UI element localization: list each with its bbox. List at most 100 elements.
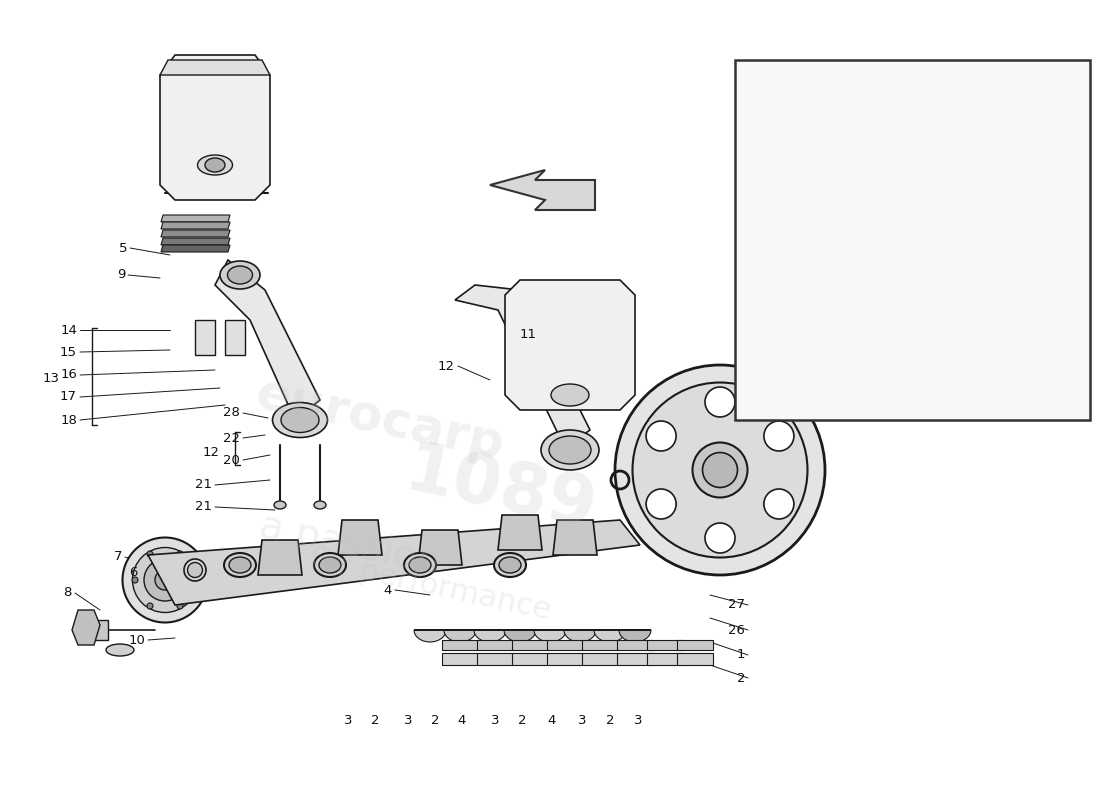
Ellipse shape <box>224 553 256 577</box>
Ellipse shape <box>541 430 600 470</box>
Text: 7: 7 <box>113 550 122 563</box>
Polygon shape <box>477 640 513 650</box>
Text: 2: 2 <box>371 714 380 726</box>
Ellipse shape <box>693 442 748 498</box>
Text: 12: 12 <box>438 359 455 373</box>
Polygon shape <box>534 630 566 642</box>
Text: 9: 9 <box>117 269 125 282</box>
Text: 2: 2 <box>737 671 745 685</box>
Ellipse shape <box>229 557 251 573</box>
Polygon shape <box>594 630 626 642</box>
Ellipse shape <box>144 559 186 601</box>
Polygon shape <box>72 610 100 645</box>
Text: 1089: 1089 <box>398 437 602 543</box>
Ellipse shape <box>763 421 794 451</box>
Polygon shape <box>547 653 583 665</box>
Text: 12: 12 <box>204 446 220 458</box>
Circle shape <box>147 603 153 609</box>
Polygon shape <box>338 520 382 555</box>
Ellipse shape <box>494 553 526 577</box>
Text: 20: 20 <box>223 454 240 466</box>
Polygon shape <box>161 230 230 237</box>
Ellipse shape <box>549 436 591 464</box>
Circle shape <box>871 271 879 279</box>
Ellipse shape <box>187 562 202 578</box>
Polygon shape <box>564 630 596 642</box>
Ellipse shape <box>184 559 206 581</box>
Polygon shape <box>504 630 536 642</box>
Polygon shape <box>676 640 713 650</box>
Polygon shape <box>442 653 478 665</box>
Text: 4: 4 <box>458 714 466 726</box>
Circle shape <box>811 271 819 279</box>
Text: 5: 5 <box>119 242 126 254</box>
Text: eurocarp: eurocarp <box>252 370 508 470</box>
Polygon shape <box>553 520 597 555</box>
Polygon shape <box>477 653 513 665</box>
Text: 3: 3 <box>404 714 412 726</box>
Text: 2: 2 <box>518 714 526 726</box>
Text: 28: 28 <box>223 406 240 419</box>
Circle shape <box>132 577 138 583</box>
Text: 24: 24 <box>812 383 828 397</box>
Text: 8: 8 <box>64 586 72 599</box>
Circle shape <box>192 577 198 583</box>
Ellipse shape <box>409 557 431 573</box>
Ellipse shape <box>314 501 326 509</box>
Polygon shape <box>161 215 230 222</box>
Ellipse shape <box>274 501 286 509</box>
Polygon shape <box>512 653 548 665</box>
Ellipse shape <box>319 557 341 573</box>
Ellipse shape <box>314 553 346 577</box>
Polygon shape <box>582 640 618 650</box>
Text: 11: 11 <box>520 329 537 342</box>
Polygon shape <box>90 620 108 640</box>
Polygon shape <box>258 540 303 575</box>
Polygon shape <box>214 260 320 420</box>
Polygon shape <box>617 640 653 650</box>
Text: 18: 18 <box>60 414 77 426</box>
Ellipse shape <box>646 421 676 451</box>
Text: 16: 16 <box>60 369 77 382</box>
Text: 6: 6 <box>129 566 138 578</box>
Polygon shape <box>444 630 476 642</box>
Text: 2: 2 <box>431 714 439 726</box>
Polygon shape <box>148 520 640 605</box>
Text: 4: 4 <box>384 583 392 597</box>
Text: for performance: for performance <box>306 545 553 625</box>
Ellipse shape <box>198 155 232 175</box>
Text: 25: 25 <box>849 383 867 397</box>
Ellipse shape <box>205 158 225 172</box>
Polygon shape <box>442 640 478 650</box>
Text: 24: 24 <box>887 383 903 397</box>
Ellipse shape <box>705 387 735 417</box>
Text: 1: 1 <box>737 649 745 662</box>
Ellipse shape <box>632 382 807 558</box>
Text: 3: 3 <box>634 714 642 726</box>
Polygon shape <box>226 320 245 355</box>
Text: a passion: a passion <box>256 507 444 582</box>
Ellipse shape <box>122 538 208 622</box>
Polygon shape <box>505 280 635 410</box>
Polygon shape <box>647 653 683 665</box>
Circle shape <box>177 603 183 609</box>
Ellipse shape <box>155 570 175 590</box>
Polygon shape <box>582 653 618 665</box>
Polygon shape <box>160 60 270 75</box>
Polygon shape <box>160 55 270 200</box>
Polygon shape <box>161 222 230 229</box>
Text: 15: 15 <box>60 346 77 358</box>
Text: 3: 3 <box>578 714 586 726</box>
Text: 23: 23 <box>840 189 857 202</box>
Polygon shape <box>161 238 230 245</box>
Ellipse shape <box>280 407 319 433</box>
Ellipse shape <box>551 384 588 406</box>
Ellipse shape <box>228 266 253 284</box>
Polygon shape <box>414 630 446 642</box>
Polygon shape <box>474 630 506 642</box>
Circle shape <box>931 271 939 279</box>
Polygon shape <box>490 170 595 210</box>
Ellipse shape <box>220 261 260 289</box>
Polygon shape <box>161 245 230 252</box>
Bar <box>735 60 1090 420</box>
